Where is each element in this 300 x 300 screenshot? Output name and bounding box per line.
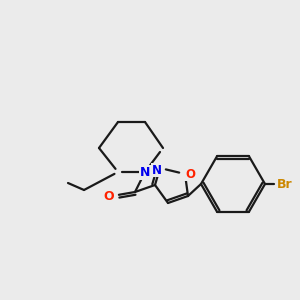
Text: O: O (104, 190, 114, 202)
Text: N: N (140, 166, 150, 178)
Text: Br: Br (277, 178, 293, 190)
Text: N: N (152, 164, 162, 176)
Text: O: O (185, 167, 195, 181)
